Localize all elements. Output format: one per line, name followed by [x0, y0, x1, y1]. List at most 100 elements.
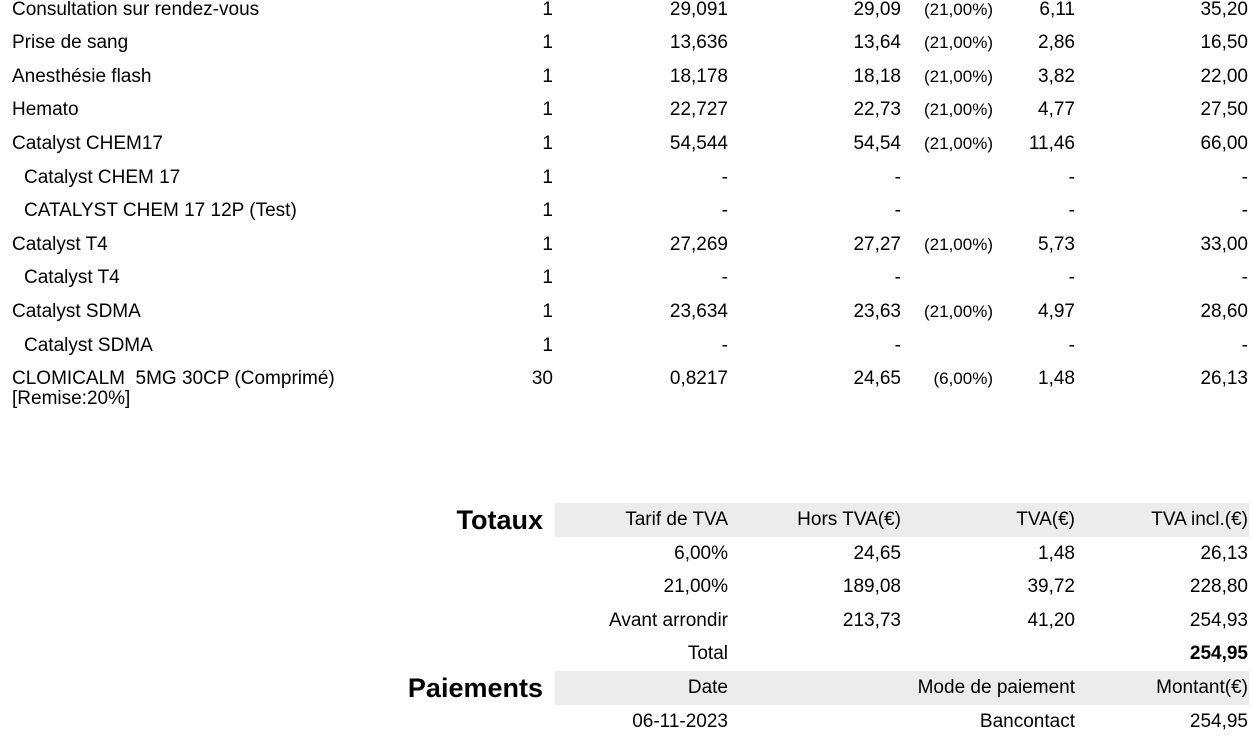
item-description: Hemato — [12, 99, 79, 121]
amount-excl-vat: 24,65 — [853, 368, 901, 390]
amount-incl-vat: 35,20 — [1200, 0, 1248, 20]
section-title: Paiements — [407, 673, 543, 703]
amount-incl-vat: 22,00 — [1200, 65, 1248, 87]
unit-price: 0,8217 — [669, 368, 728, 390]
amount-excl-vat: 13,64 — [853, 32, 901, 54]
vat-amount: 2,86 — [1038, 32, 1075, 54]
vat-amount: 1,48 — [1038, 368, 1075, 390]
column-header: TVA incl.(€) — [1151, 509, 1248, 530]
amount-excl-vat: 29,09 — [853, 0, 901, 20]
quantity: 1 — [542, 200, 553, 222]
section-title: Totaux — [456, 505, 544, 535]
quantity: 1 — [542, 166, 553, 188]
vat-rate: (21,00%) — [924, 234, 993, 254]
item-description: CLOMICALM 5MG 30CP (Comprimé) — [12, 368, 335, 390]
totals-cell: 189,08 — [842, 576, 901, 598]
vat-rate: (21,00%) — [924, 133, 993, 153]
vat-rate: (21,00%) — [924, 100, 993, 120]
amount-excl-vat: 23,63 — [853, 300, 901, 322]
unit-price: 22,727 — [669, 99, 728, 121]
unit-price: 29,091 — [669, 0, 728, 20]
quantity: 1 — [542, 32, 553, 54]
payment-cell: 06-11-2023 — [632, 710, 728, 732]
item-description: Catalyst SDMA — [12, 300, 141, 322]
amount-incl-vat: 66,00 — [1200, 132, 1248, 154]
payment-cell: Bancontact — [979, 710, 1075, 732]
column-header: Date — [687, 677, 728, 698]
unit-price: - — [721, 334, 728, 356]
item-description: Catalyst CHEM17 — [12, 132, 163, 154]
quantity: 1 — [542, 132, 553, 154]
amount-excl-vat: 54,54 — [853, 132, 901, 154]
quantity: 1 — [542, 99, 553, 121]
item-description: Catalyst T4 — [24, 267, 120, 289]
amount-incl-vat: 16,50 — [1200, 32, 1248, 54]
vat-amount: - — [1068, 200, 1075, 222]
payment-cell: 254,95 — [1189, 710, 1248, 732]
header-background — [555, 503, 1249, 537]
totals-cell: 41,20 — [1027, 609, 1075, 631]
totals-cell: 39,72 — [1027, 576, 1075, 598]
item-description: Consultation sur rendez-vous — [12, 0, 260, 20]
amount-excl-vat: 18,18 — [853, 65, 901, 87]
column-header: Hors TVA(€) — [797, 509, 901, 530]
vat-amount: 11,46 — [1028, 132, 1075, 154]
quantity: 1 — [542, 334, 553, 356]
item-description: Prise de sang — [12, 32, 129, 54]
amount-incl-vat: - — [1241, 200, 1248, 222]
vat-rate: (21,00%) — [924, 301, 993, 321]
header-background — [555, 671, 1249, 705]
quantity: 1 — [542, 0, 553, 20]
totals-cell: 6,00% — [674, 542, 728, 564]
column-header: Montant(€) — [1156, 677, 1248, 698]
amount-incl-vat: - — [1241, 267, 1248, 289]
totals-cell: 228,80 — [1189, 576, 1248, 598]
vat-rate: (6,00%) — [933, 369, 993, 389]
amount-excl-vat: - — [894, 334, 901, 356]
unit-price: - — [721, 200, 728, 222]
totals-cell: 254,93 — [1189, 609, 1248, 631]
totals-cell: 24,65 — [853, 542, 901, 564]
item-note: [Remise:20%] — [12, 388, 131, 410]
item-description: Catalyst CHEM 17 — [24, 166, 181, 188]
amount-incl-vat: 28,60 — [1200, 300, 1248, 322]
total-value: 254,95 — [1189, 643, 1248, 665]
vat-amount: - — [1068, 334, 1075, 356]
totals-cell: Avant arrondir — [609, 609, 728, 631]
unit-price: 23,634 — [669, 300, 728, 322]
quantity: 1 — [542, 65, 553, 87]
totals-cell: 26,13 — [1200, 542, 1248, 564]
vat-amount: - — [1068, 267, 1075, 289]
amount-incl-vat: - — [1241, 166, 1248, 188]
totals-cell: 1,48 — [1038, 542, 1075, 564]
vat-amount: 3,82 — [1038, 65, 1075, 87]
amount-incl-vat: 26,13 — [1200, 368, 1248, 390]
column-header: TVA(€) — [1016, 509, 1075, 530]
amount-excl-vat: 22,73 — [853, 99, 901, 121]
unit-price: - — [721, 166, 728, 188]
amount-incl-vat: 33,00 — [1200, 233, 1248, 255]
vat-amount: - — [1068, 166, 1075, 188]
amount-excl-vat: - — [894, 267, 901, 289]
unit-price: 27,269 — [669, 233, 728, 255]
unit-price: - — [721, 267, 728, 289]
quantity: 1 — [542, 300, 553, 322]
item-description: CATALYST CHEM 17 12P (Test) — [24, 200, 297, 222]
column-header: Tarif de TVA — [625, 509, 728, 530]
quantity: 1 — [542, 267, 553, 289]
total-label: Total — [687, 643, 728, 665]
item-description: Anesthésie flash — [12, 65, 152, 87]
amount-incl-vat: 27,50 — [1200, 99, 1248, 121]
unit-price: 18,178 — [669, 65, 728, 87]
totals-cell: 213,73 — [842, 609, 901, 631]
totals-cell: 21,00% — [663, 576, 728, 598]
amount-excl-vat: - — [894, 200, 901, 222]
vat-amount: 4,97 — [1038, 300, 1075, 322]
unit-price: 54,544 — [669, 132, 728, 154]
quantity: 1 — [542, 233, 553, 255]
item-description: Catalyst T4 — [12, 233, 108, 255]
vat-rate: (21,00%) — [924, 66, 993, 86]
quantity: 30 — [531, 368, 553, 390]
vat-amount: 4,77 — [1038, 99, 1075, 121]
